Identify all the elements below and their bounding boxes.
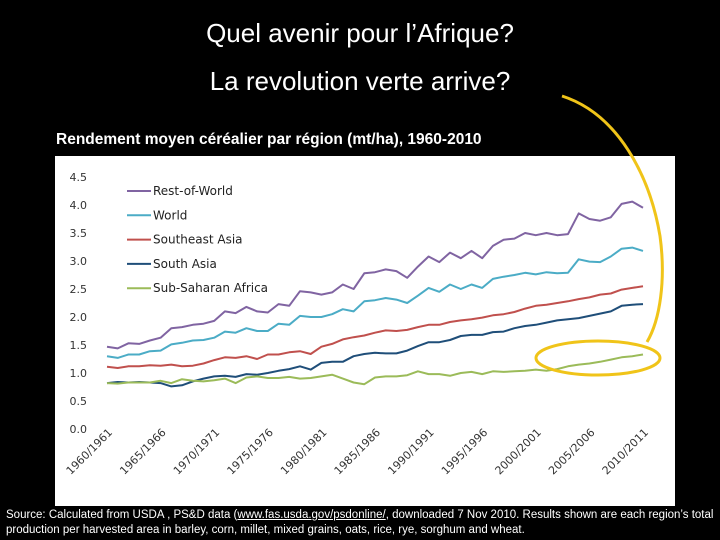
y-tick-label: 0.5 bbox=[70, 395, 88, 408]
x-tick-label: 1990/1991 bbox=[385, 426, 436, 477]
source-note: Source: Calculated from USDA , PS&D data… bbox=[6, 508, 716, 538]
series-line-world bbox=[106, 246, 644, 359]
x-tick-label: 1995/1996 bbox=[439, 426, 490, 477]
y-tick-label: 2.5 bbox=[70, 283, 88, 296]
y-tick-label: 4.5 bbox=[70, 171, 88, 184]
line-chart: 0.0 0.5 1.0 1.5 2.0 2.5 3.0 3.5 4.0 4.5 1960/1961… bbox=[64, 171, 651, 477]
series-line-sub-saharan-africa bbox=[106, 353, 644, 386]
series-line-rest-of-world bbox=[106, 200, 644, 350]
x-tick-label: 1980/1981 bbox=[278, 426, 329, 477]
chart-legend: Rest-of-World World Southeast Asia South As… bbox=[127, 184, 268, 295]
x-tick-label: 2010/2011 bbox=[600, 426, 651, 477]
legend-label: Rest-of-World bbox=[153, 184, 233, 198]
series-lines bbox=[106, 200, 644, 388]
slide-title-line2: La revolution verte arrive? bbox=[209, 66, 511, 96]
y-tick-label: 1.5 bbox=[70, 339, 88, 352]
y-tick-label: 2.0 bbox=[70, 311, 88, 324]
x-tick-label: 2000/2001 bbox=[493, 426, 544, 477]
y-tick-label: 0.0 bbox=[70, 423, 88, 436]
legend-label: South Asia bbox=[153, 257, 217, 271]
x-tick-label: 1965/1966 bbox=[117, 426, 168, 477]
source-text-pre: Source: Calculated from USDA , PS&D data… bbox=[6, 509, 238, 521]
legend-label: Southeast Asia bbox=[153, 233, 243, 247]
x-axis: 1960/1961 1965/1966 1970/1971 1975/1976 1980… bbox=[64, 426, 651, 477]
source-text-post: , downloaded 7 Nov 2010. Results shown a… bbox=[6, 509, 714, 536]
series-line-southeast-asia bbox=[106, 285, 644, 369]
legend-label: World bbox=[153, 208, 187, 222]
y-tick-label: 3.0 bbox=[70, 255, 88, 268]
y-axis: 0.0 0.5 1.0 1.5 2.0 2.5 3.0 3.5 4.0 4.5 bbox=[70, 171, 88, 436]
y-tick-label: 3.5 bbox=[70, 227, 88, 240]
chart-panel: 0.0 0.5 1.0 1.5 2.0 2.5 3.0 3.5 4.0 4.5 1960/1961… bbox=[55, 156, 675, 506]
x-tick-label: 1970/1971 bbox=[171, 426, 222, 477]
x-tick-label: 1985/1986 bbox=[332, 426, 383, 477]
legend-label: Sub-Saharan Africa bbox=[153, 281, 268, 295]
slide-title-line1: Quel avenir pour l’Afrique? bbox=[206, 18, 514, 48]
y-tick-label: 4.0 bbox=[70, 199, 88, 212]
source-link[interactable]: www.fas.usda.gov/psdonline/ bbox=[237, 509, 386, 521]
x-tick-label: 1975/1976 bbox=[225, 426, 276, 477]
chart-subtitle: Rendement moyen céréalier par région (mt… bbox=[56, 131, 482, 148]
series-line-south-asia bbox=[106, 303, 644, 388]
x-tick-label: 2005/2006 bbox=[546, 426, 597, 477]
y-tick-label: 1.0 bbox=[70, 367, 88, 380]
